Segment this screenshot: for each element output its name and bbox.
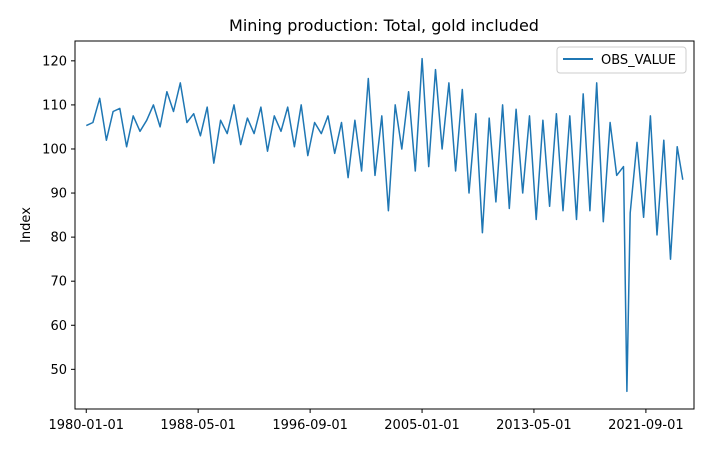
series-line	[85, 57, 684, 393]
x-tick-label: 1996-09-01	[272, 418, 348, 433]
x-tick-label: 2013-05-01	[496, 418, 572, 433]
legend: OBS_VALUE	[556, 46, 687, 74]
y-tick-label: 80	[50, 231, 67, 246]
chart-title: Mining production: Total, gold included	[229, 16, 539, 35]
y-tick-label: 70	[50, 275, 67, 290]
x-axis: 1980-01-01 1988-05-01 1996-09-01 2005-01-01…	[48, 409, 684, 433]
y-tick-label: 50	[50, 363, 67, 378]
legend-label: OBS_VALUE	[601, 53, 676, 68]
x-tick-label: 2021-09-01	[608, 418, 684, 433]
x-tick-label: 1980-01-01	[48, 418, 124, 433]
y-tick-label: 120	[42, 54, 67, 69]
y-axis: 50 60 70 80 90 100 110 120	[42, 54, 75, 378]
y-tick-label: 60	[50, 319, 67, 334]
y-tick-label: 100	[42, 142, 67, 157]
x-tick-label: 1988-05-01	[160, 418, 236, 433]
y-tick-label: 110	[42, 98, 67, 113]
legend-box	[556, 46, 687, 74]
y-tick-label: 90	[50, 187, 67, 202]
x-tick-label: 2005-01-01	[384, 418, 460, 433]
plot-area	[74, 40, 695, 410]
y-axis-label: Index	[19, 207, 34, 243]
